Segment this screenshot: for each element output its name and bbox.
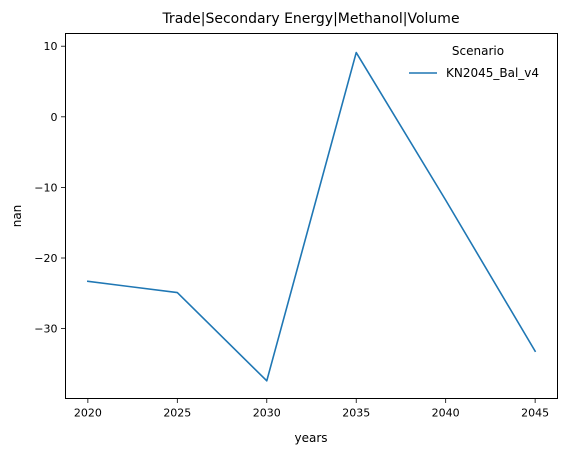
y-tick-label: −10	[34, 181, 57, 194]
x-axis-ticks: 2020 2025 2030 2035 2040 2045	[74, 398, 549, 420]
y-tick-label: −30	[34, 323, 57, 336]
chart-title: Trade|Secondary Energy|Methanol|Volume	[161, 11, 459, 27]
y-tick-label: 10	[44, 40, 58, 53]
y-tick-label: 0	[51, 111, 58, 124]
x-tick-label: 2035	[342, 407, 370, 420]
plot-frame	[65, 33, 558, 399]
plot-area	[86, 51, 537, 382]
x-axis-label: years	[294, 431, 327, 445]
x-tick-label: 2020	[74, 407, 102, 420]
series-line-0	[86, 51, 537, 382]
y-axis-ticks: 10 0 −10 −20 −30	[34, 40, 66, 336]
x-tick-label: 2040	[432, 407, 460, 420]
y-tick-label: −20	[34, 252, 57, 265]
x-tick-label: 2025	[163, 407, 191, 420]
y-axis-label: nan	[10, 205, 24, 228]
x-tick-label: 2045	[521, 407, 549, 420]
x-tick-label: 2030	[253, 407, 281, 420]
legend: Scenario KN2045_Bal_v4	[409, 44, 539, 80]
legend-title: Scenario	[452, 44, 504, 58]
legend-label: KN2045_Bal_v4	[446, 66, 539, 80]
